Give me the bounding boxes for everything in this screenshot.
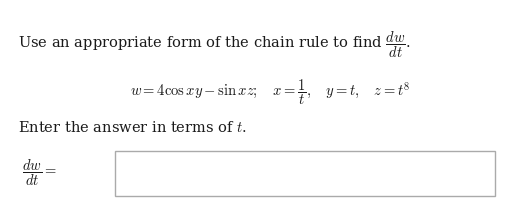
Text: Enter the answer in terms of $t$.: Enter the answer in terms of $t$. <box>18 120 247 135</box>
FancyBboxPatch shape <box>115 151 495 196</box>
Text: $w = 4\cos xy - \sin xz;\quad x = \dfrac{1}{t},\quad y = t,\quad z = t^8$: $w = 4\cos xy - \sin xz;\quad x = \dfrac… <box>130 77 411 107</box>
Text: $\dfrac{dw}{dt} = $: $\dfrac{dw}{dt} = $ <box>22 157 57 187</box>
Text: Use an appropriate form of the chain rule to find $\dfrac{dw}{dt}$.: Use an appropriate form of the chain rul… <box>18 29 411 59</box>
